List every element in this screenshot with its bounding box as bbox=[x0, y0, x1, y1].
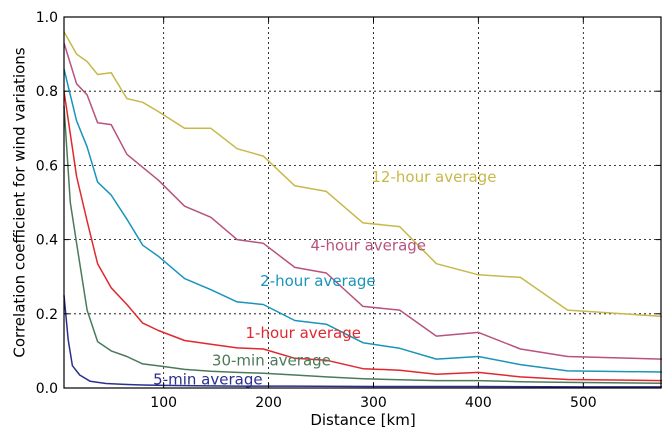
series-annotation-2: 2-hour average bbox=[260, 272, 376, 290]
series-line-2 bbox=[63, 68, 662, 373]
x-tick-label-2: 300 bbox=[360, 395, 387, 411]
y-tick-label-1: 0.2 bbox=[36, 307, 58, 323]
y-tick-label-5: 1.0 bbox=[36, 10, 58, 26]
grid bbox=[64, 17, 662, 388]
axis-ticks: 100 200 300 400 500 0.0 0.2 0.4 0.6 0.8 1.0 bbox=[36, 10, 661, 411]
x-axis-label: Distance [km] bbox=[310, 411, 415, 429]
x-tick-label-4: 500 bbox=[570, 395, 597, 411]
y-tick-label-4: 0.8 bbox=[36, 84, 58, 100]
y-tick-label-3: 0.6 bbox=[36, 158, 58, 174]
series-line-3 bbox=[63, 91, 662, 382]
series-annotations: 12-hour average 4-hour average 2-hour aver… bbox=[153, 168, 496, 388]
plot-border bbox=[63, 16, 662, 389]
x-tick-label-0: 100 bbox=[150, 395, 177, 411]
series-line-5 bbox=[63, 295, 662, 388]
series-layer bbox=[63, 31, 662, 388]
series-annotation-0: 12-hour average bbox=[371, 168, 496, 186]
series-annotation-5: 5-min average bbox=[153, 370, 262, 388]
x-tick-label-3: 400 bbox=[465, 395, 492, 411]
y-axis-label: Correlation coefficient for wind variati… bbox=[11, 47, 29, 357]
series-annotation-1: 4-hour average bbox=[311, 237, 427, 255]
series-annotation-4: 30-min average bbox=[212, 352, 331, 370]
series-line-4 bbox=[63, 105, 662, 384]
y-tick-label-2: 0.4 bbox=[36, 233, 58, 249]
plot-frame bbox=[63, 16, 662, 389]
series-line-1 bbox=[63, 42, 662, 360]
x-tick-label-1: 200 bbox=[255, 395, 282, 411]
series-line-0 bbox=[63, 31, 662, 318]
series-annotation-3: 1-hour average bbox=[245, 324, 360, 342]
y-tick-label-0: 0.0 bbox=[36, 381, 58, 397]
